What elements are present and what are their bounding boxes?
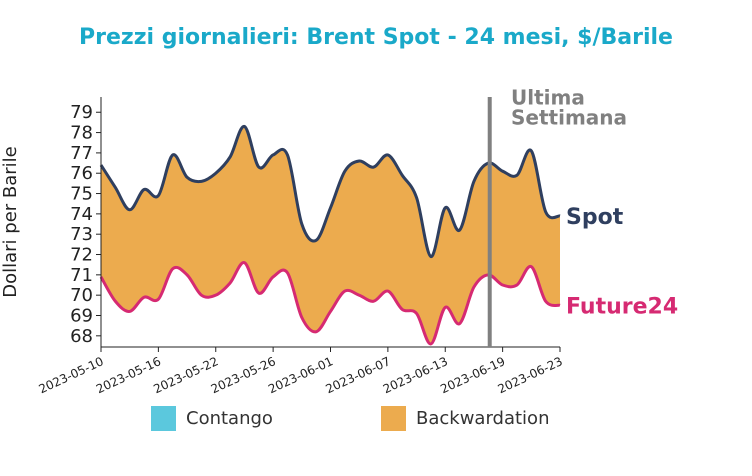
x-tick-label: 2023-06-23 (496, 354, 565, 396)
x-tick-label: 2023-05-16 (94, 354, 163, 396)
x-tick-label: 2023-06-07 (323, 354, 392, 396)
y-tick-label: 75 (70, 184, 93, 205)
line (99, 125, 561, 259)
y-tick-label: 79 (70, 102, 93, 123)
x-tick-label: 2023-05-22 (151, 354, 220, 396)
y-tick-label: 68 (70, 326, 93, 347)
legend-swatch (151, 406, 176, 431)
x-tick-label: 2023-05-26 (209, 354, 278, 396)
series-end-label: Spot (566, 205, 624, 230)
y-tick-label: 72 (70, 245, 93, 266)
annotation-text: Ultima (511, 86, 585, 110)
x-tick-label: 2023-06-19 (438, 354, 507, 396)
x-tick-label: 2023-05-10 (37, 354, 106, 396)
x-tick-label: 2023-06-01 (266, 354, 335, 396)
legend-label: Contango (186, 408, 273, 429)
chart-title: Prezzi giornalieri: Brent Spot - 24 mesi… (79, 25, 673, 50)
y-tick-label: 78 (70, 123, 93, 144)
y-tick-label: 71 (70, 265, 93, 286)
y-tick-label: 69 (70, 305, 93, 326)
legend-swatch (381, 406, 406, 431)
x-tick-label: 2023-06-13 (381, 354, 450, 396)
y-tick-label: 74 (70, 204, 93, 225)
y-tick-label: 70 (70, 285, 93, 306)
y-tick-label: 77 (70, 143, 93, 164)
y-tick-label: 73 (70, 224, 93, 245)
series-end-label: Future24 (566, 294, 678, 319)
legend-label: Backwardation (416, 408, 549, 429)
backwardation-fill (101, 126, 560, 344)
y-tick-label: 76 (70, 163, 93, 184)
line (99, 261, 561, 346)
y-axis-label: Dollari per Barile (0, 146, 21, 298)
annotation-text: Settimana (511, 106, 627, 130)
